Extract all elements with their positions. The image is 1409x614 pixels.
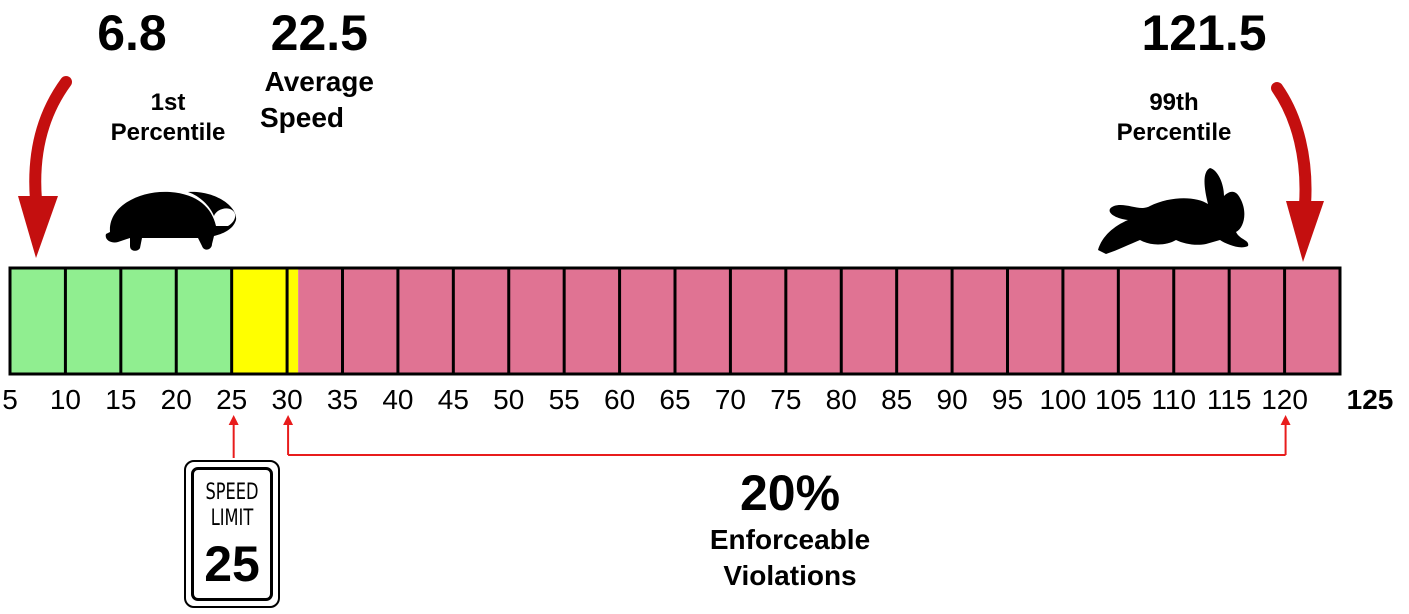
tick-label: 5 [2,384,18,415]
tick-label: 115 [1207,384,1252,415]
avg-label-line2: Speed [260,102,345,133]
tick-label: 20 [161,384,192,415]
p1-arrow [18,76,72,258]
violations-label: Enforceable Violations [660,522,920,594]
p99-label-line2: Percentile [1116,119,1232,146]
speed-limit-sign-number: 25 [204,536,260,592]
tick-label: 55 [549,384,580,415]
p99-arrow [1271,82,1324,262]
tick-label: 50 [493,384,524,415]
p99-value: 121.5 [1141,5,1267,61]
tick-label: 70 [715,384,746,415]
tick-label: 125 [1347,384,1394,415]
tick-label: 65 [659,384,690,415]
p1-value: 6.8 [97,5,167,61]
tick-label: 100 [1040,384,1087,415]
violations-percent: 20% [739,465,841,521]
avg-label: Average Speed [258,64,374,136]
p99-label-line1: 99th [1149,89,1199,116]
tick-label: 35 [327,384,358,415]
turtle-icon [105,191,237,251]
avg-value: 22.5 [270,8,368,58]
p99-label: 99th Percentile [1094,88,1254,148]
speed-limit-sign-line1: SPEED [205,480,259,505]
p1-label-line2: Percentile [110,119,226,146]
tick-label: 45 [438,384,469,415]
tick-label: 15 [105,384,136,415]
tick-label: 80 [826,384,857,415]
tick-label: 90 [937,384,968,415]
tick-label: 60 [604,384,635,415]
violations-label-line1: Enforceable [709,524,871,555]
p1-label: 1st Percentile [88,88,248,148]
tick-label: 95 [992,384,1023,415]
bar-segment-pink [298,268,1341,374]
tick-label: 110 [1151,384,1196,415]
tick-label: 120 [1261,384,1308,415]
speed-limit-sign-inner: SPEED LIMIT 25 [191,467,273,601]
speed-limit-sign-line2: LIMIT [210,506,254,531]
violation-pointers [228,415,1291,458]
speed-bar [8,266,1342,376]
avg-label-line1: Average [264,66,374,97]
p1-label-line1: 1st [150,89,186,116]
violations-label-line2: Violations [723,560,857,591]
speed-limit-sign: SPEED LIMIT 25 [184,460,280,608]
rabbit-icon [1098,168,1249,254]
speed-tick-labels: 5 10 15 20 25 30 35 40 45 50 55 60 65 70 75 80 85 90 95 100… [2,384,1393,415]
tick-label: 105 [1095,384,1142,415]
tick-label: 30 [272,384,303,415]
tick-label: 75 [770,384,801,415]
tick-label: 40 [382,384,413,415]
tick-label: 10 [50,384,81,415]
tick-label: 85 [881,384,912,415]
tick-label: 25 [216,384,247,415]
bar-border [8,266,1342,376]
